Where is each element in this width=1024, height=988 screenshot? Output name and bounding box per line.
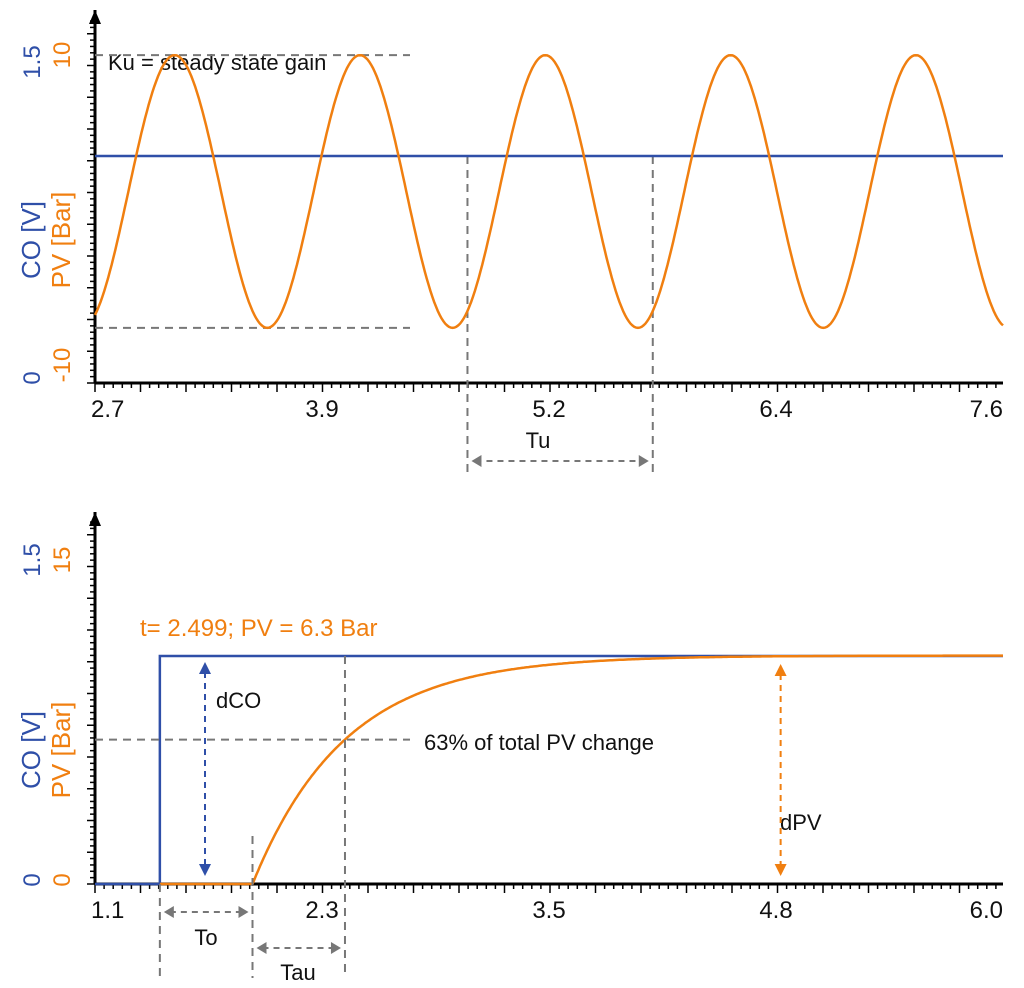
x-tick-label: 2.7 (91, 396, 124, 423)
tu-arrow-left (471, 455, 482, 467)
top-y-tick-co-0: 0 (19, 371, 46, 384)
dpv-arrow-up (774, 664, 787, 676)
dco-arrow-up (199, 662, 211, 674)
tau-arrow-right (330, 942, 341, 954)
bottom-y-axis-title-pv: PV [Bar] (46, 702, 76, 799)
top-y-axis-title-co: CO [V] (16, 201, 46, 279)
to-arrow-right (238, 906, 249, 918)
co-series-line (95, 654, 1003, 886)
y-axis-arrow (89, 512, 101, 526)
bottom-63pct-label: 63% of total PV change (424, 730, 654, 755)
bottom-to-label: To (194, 925, 217, 950)
dco-arrow-down (199, 864, 211, 876)
x-tick-label: 6.0 (970, 897, 1003, 924)
bottom-y-tick-pv-1: 15 (49, 547, 76, 574)
top-tu-label: Tu (526, 428, 551, 453)
top-y-tick-pv-0: -10 (49, 348, 76, 383)
bottom-y-axis-title-co: CO [V] (16, 711, 46, 789)
top-y-tick-pv-1: 10 (49, 42, 76, 69)
tau-arrow-left (256, 942, 267, 954)
x-tick-label: 7.6 (970, 396, 1003, 423)
x-tick-label: 5.2 (532, 396, 565, 423)
top-annotation-ku: Ku = steady state gain (108, 50, 326, 75)
bottom-tau-label: Tau (280, 960, 315, 985)
ultimate-gain-chart: CO [V] PV [Bar] 0 1.5 -10 10 Ku = steady… (16, 10, 1004, 478)
bottom-readout: t= 2.499; PV = 6.3 Bar (140, 615, 378, 642)
bottom-dco-label: dCO (216, 688, 261, 713)
x-tick-label: 2.3 (305, 897, 338, 924)
x-tick-label: 3.5 (532, 897, 565, 924)
pv-series-line (159, 654, 1003, 886)
top-y-axis-title-pv: PV [Bar] (46, 192, 76, 289)
bottom-y-tick-co-1: 1.5 (19, 543, 46, 576)
tu-arrow-right (638, 455, 649, 467)
y-axis-arrow (89, 10, 101, 24)
step-response-chart: CO [V] PV [Bar] 0 1.5 0 15 t= 2.499; PV … (16, 512, 1003, 985)
top-y-tick-co-1: 1.5 (19, 45, 46, 78)
bottom-y-tick-pv-0: 0 (49, 873, 76, 886)
x-tick-label: 6.4 (759, 396, 792, 423)
to-arrow-left (163, 906, 174, 918)
pv-series-line (93, 53, 1004, 330)
dpv-arrow-down (774, 864, 787, 876)
bottom-dpv-label: dPV (780, 810, 822, 835)
x-tick-label: 4.8 (759, 897, 792, 924)
bottom-y-tick-co-0: 0 (19, 873, 46, 886)
x-tick-label: 1.1 (91, 897, 124, 924)
x-tick-label: 3.9 (305, 396, 338, 423)
